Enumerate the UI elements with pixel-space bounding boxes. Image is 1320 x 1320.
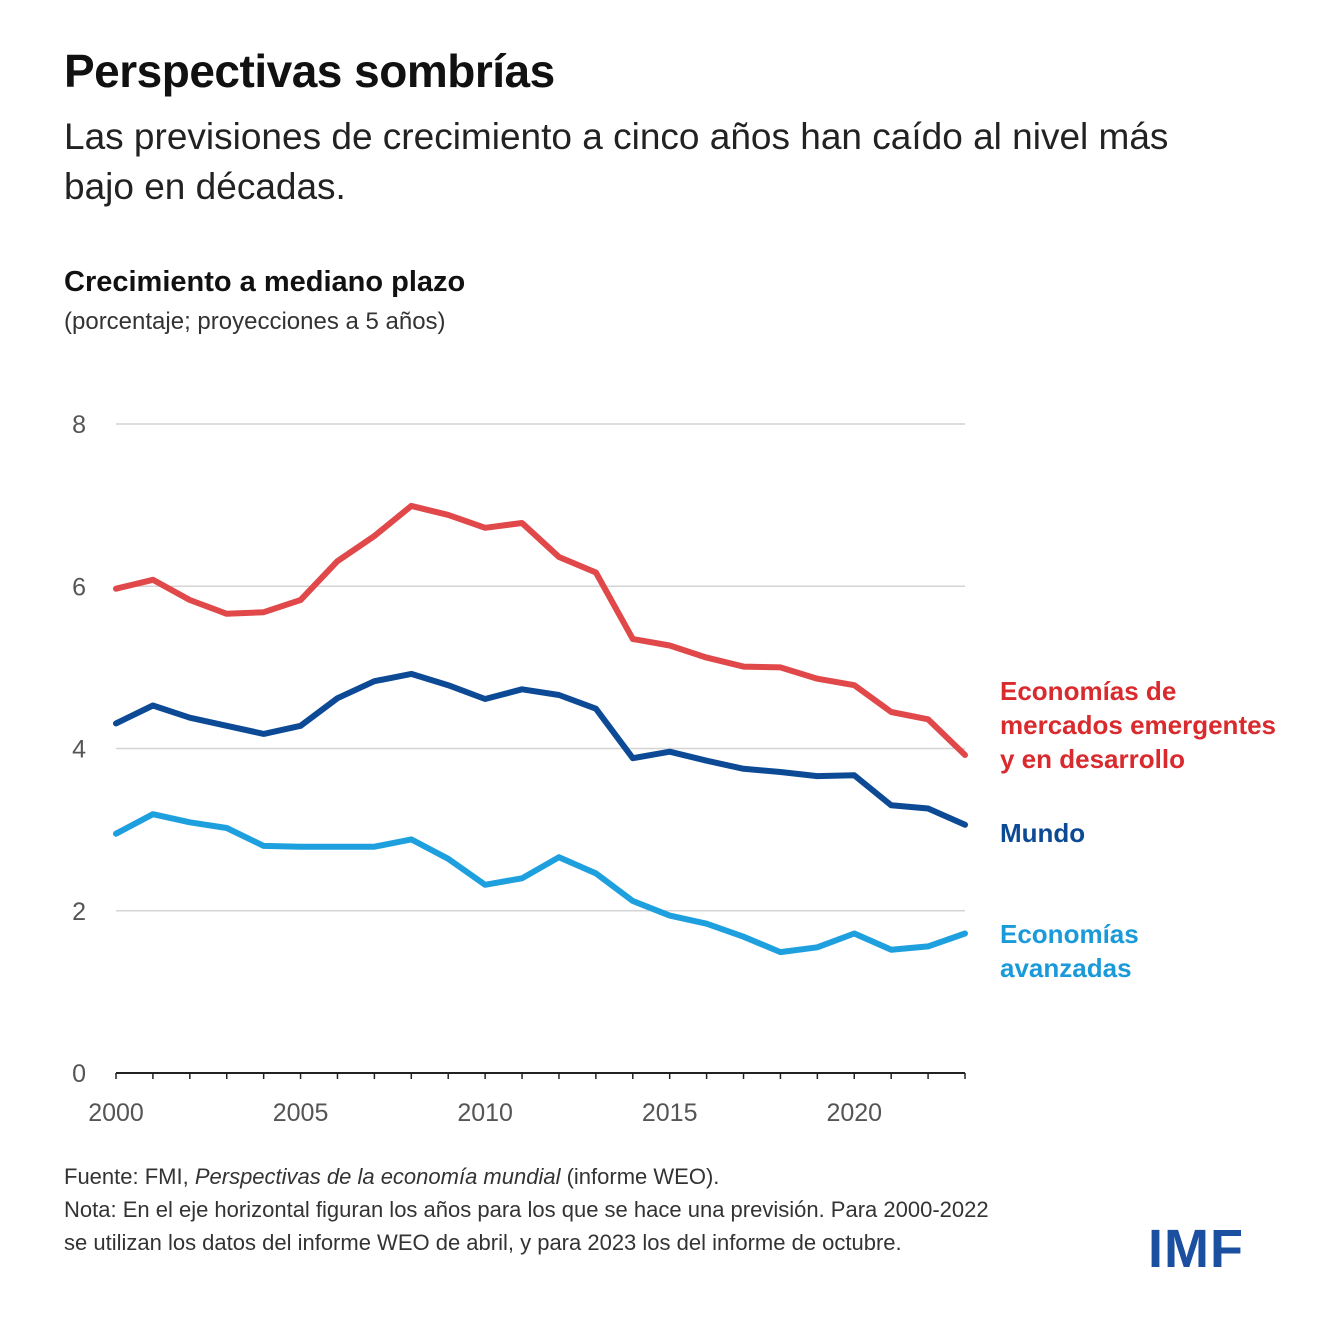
source-note: Fuente: FMI, Perspectivas de la economía… bbox=[64, 1164, 720, 1189]
x-tick-label: 2000 bbox=[88, 1099, 144, 1127]
note-line-1: Nota: En el eje horizontal figuran los a… bbox=[64, 1197, 989, 1222]
series-line bbox=[113, 502, 968, 758]
series-label-line: avanzadas bbox=[1000, 953, 1132, 983]
y-tick-label: 4 bbox=[72, 736, 86, 764]
x-tick-label: 2005 bbox=[273, 1099, 329, 1127]
series-line bbox=[113, 811, 968, 956]
x-tick-label: 2020 bbox=[826, 1099, 882, 1127]
chart-subtitle: (porcentaje; proyecciones a 5 años) bbox=[64, 308, 446, 335]
series-label: Economías avanzadas bbox=[1000, 919, 1139, 983]
series-label-line: Mundo bbox=[1000, 818, 1085, 848]
y-tick-label: 6 bbox=[72, 573, 86, 601]
chart-title: Crecimiento a mediano plazo bbox=[64, 266, 466, 298]
y-tick-label: 8 bbox=[72, 411, 86, 439]
series-line bbox=[113, 670, 968, 828]
x-tick-label: 2010 bbox=[457, 1099, 513, 1127]
series-label-line: y en desarrollo bbox=[1000, 744, 1185, 774]
imf-logo: IMF bbox=[1148, 1219, 1244, 1279]
y-tick-label: 2 bbox=[72, 898, 86, 926]
series-label-line: mercados emergentes bbox=[1000, 710, 1276, 740]
page-title: Perspectivas sombrías bbox=[64, 45, 555, 97]
chart-footer: Fuente: FMI, Perspectivas de la economía… bbox=[64, 1160, 1184, 1259]
page-subtitle: Las previsiones de crecimiento a cinco a… bbox=[64, 116, 1169, 207]
x-tick-label: 2015 bbox=[642, 1099, 698, 1127]
series-label: Economías de mercados emergentes y en desa… bbox=[1000, 676, 1276, 774]
note-line-2: se utilizan los datos del informe WEO de… bbox=[64, 1230, 902, 1255]
y-tick-label: 0 bbox=[72, 1060, 86, 1088]
series-label-line: Economías bbox=[1000, 919, 1139, 949]
series-label: Mundo bbox=[1000, 818, 1085, 848]
series-label-line: Economías de bbox=[1000, 676, 1176, 706]
